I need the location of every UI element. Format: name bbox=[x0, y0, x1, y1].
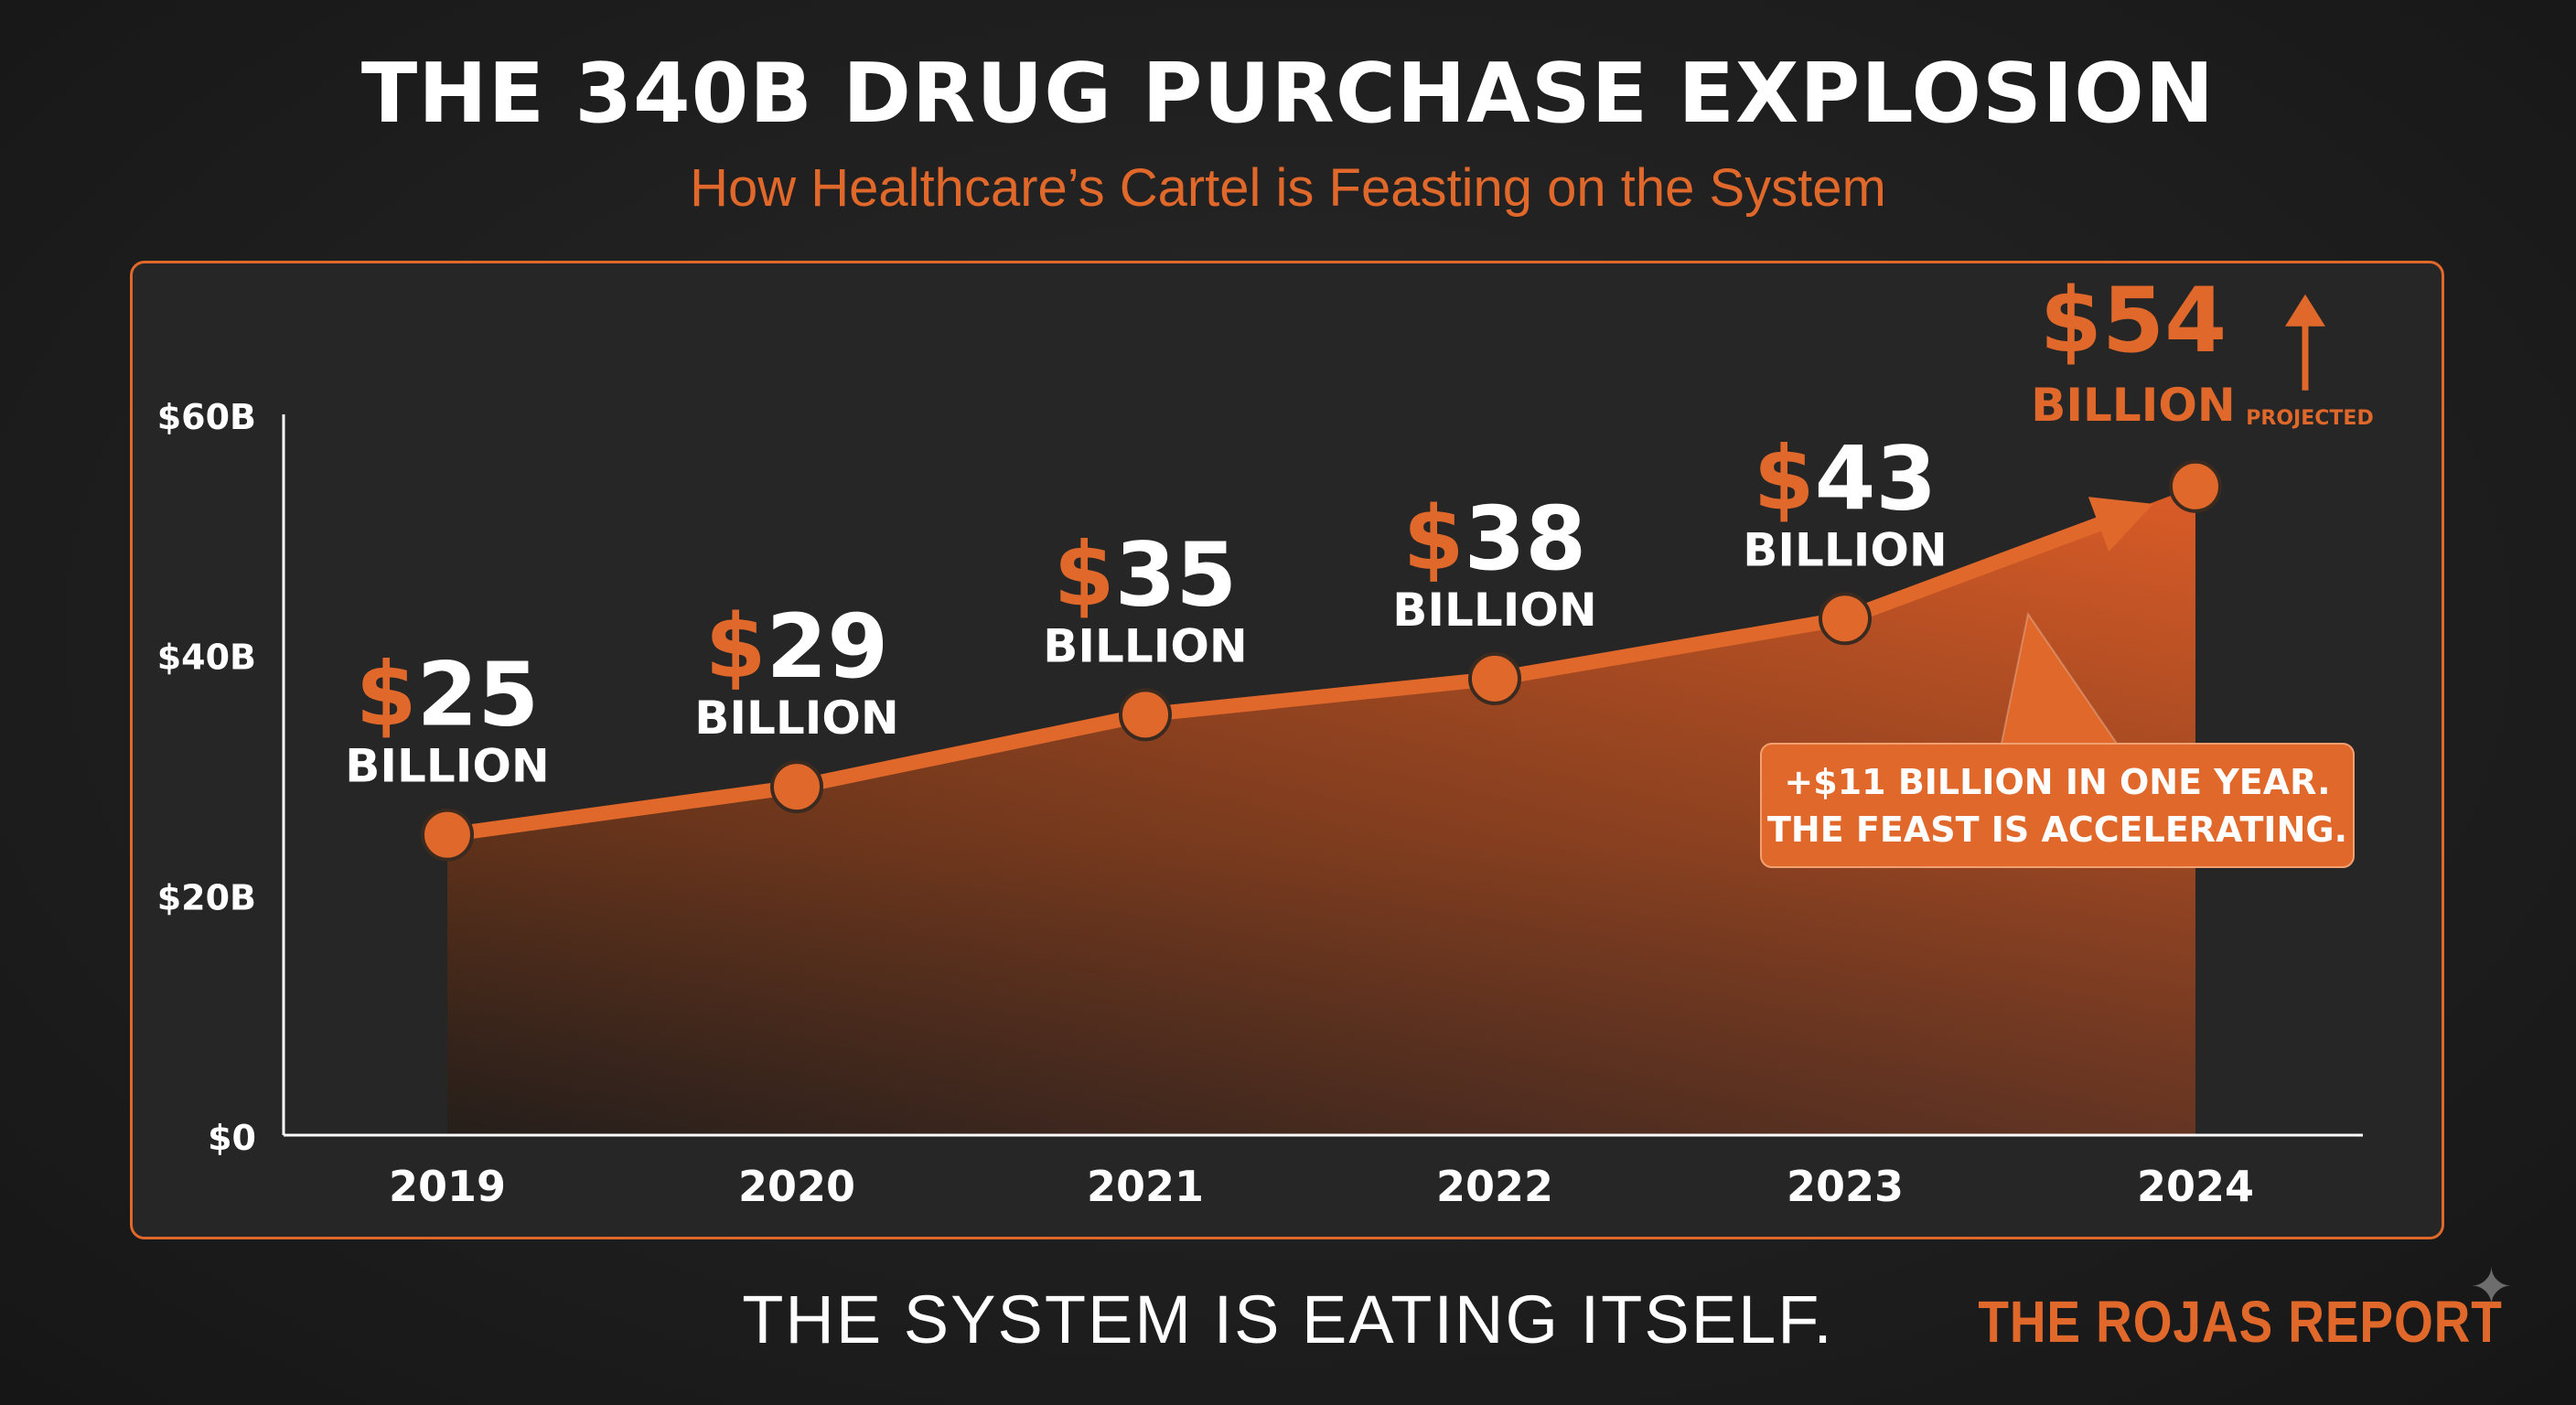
data-point bbox=[1819, 592, 1872, 646]
data-point bbox=[1119, 688, 1172, 742]
line-area-chart: $0 $20B $40B $60B 2019 2020 2021 2022 2023 2024 $2… bbox=[157, 269, 2374, 1211]
y-tick-label: $40B bbox=[157, 638, 256, 678]
data-label-unit: BILLION bbox=[1043, 619, 1247, 672]
footer-tagline: THE SYSTEM IS EATING ITSELF. bbox=[742, 1282, 1834, 1357]
data-label-amount: $35 bbox=[1054, 523, 1237, 626]
x-tick-label: 2020 bbox=[738, 1162, 855, 1211]
sparkle-icon: ✦ bbox=[2470, 1258, 2513, 1317]
annotation-line-2: THE FEAST IS ACCELERATING. bbox=[1767, 810, 2347, 850]
data-label-amount: $38 bbox=[1403, 488, 1586, 590]
data-label-amount-projected: $54 bbox=[2040, 269, 2227, 373]
y-tick-label: $60B bbox=[157, 397, 256, 437]
projected-label: PROJECTED bbox=[2246, 407, 2373, 430]
brand-logo: THE ROJAS REPORT bbox=[1978, 1289, 2503, 1355]
chart-panel: $0 $20B $40B $60B 2019 2020 2021 2022 2023 2024 $2… bbox=[130, 261, 2444, 1239]
x-tick-label: 2023 bbox=[1787, 1162, 1904, 1211]
annotation-line-1: +$11 BILLION IN ONE YEAR. bbox=[1784, 762, 2330, 802]
x-tick-label: 2024 bbox=[2137, 1162, 2254, 1211]
annotation-box bbox=[1760, 743, 2355, 868]
data-point bbox=[770, 760, 823, 814]
y-tick-label: $0 bbox=[208, 1118, 256, 1158]
x-tick-label: 2021 bbox=[1087, 1162, 1204, 1211]
data-label-unit: BILLION bbox=[1392, 584, 1596, 637]
area-fill-highlight bbox=[447, 486, 2195, 1135]
x-tick-label: 2019 bbox=[389, 1162, 506, 1211]
data-label-amount: $29 bbox=[705, 595, 888, 698]
page-title: THE 340B DRUG PURCHASE EXPLOSION bbox=[360, 46, 2216, 142]
data-label-unit: BILLION bbox=[1743, 523, 1947, 576]
up-arrow-head-icon bbox=[2285, 294, 2325, 327]
data-label-amount: $43 bbox=[1754, 427, 1937, 530]
x-tick-label: 2022 bbox=[1436, 1162, 1553, 1211]
data-label-unit: BILLION bbox=[345, 740, 549, 793]
data-label-unit-projected: BILLION bbox=[2031, 379, 2235, 432]
data-label-unit: BILLION bbox=[694, 692, 898, 745]
data-point bbox=[1468, 651, 1521, 705]
page-subtitle: How Healthcare’s Cartel is Feasting on t… bbox=[690, 158, 1886, 218]
growth-arrow bbox=[1838, 497, 2153, 627]
data-label-amount: $25 bbox=[356, 644, 539, 746]
data-point bbox=[421, 808, 474, 862]
y-tick-label: $20B bbox=[157, 877, 256, 917]
data-point bbox=[2169, 459, 2222, 513]
